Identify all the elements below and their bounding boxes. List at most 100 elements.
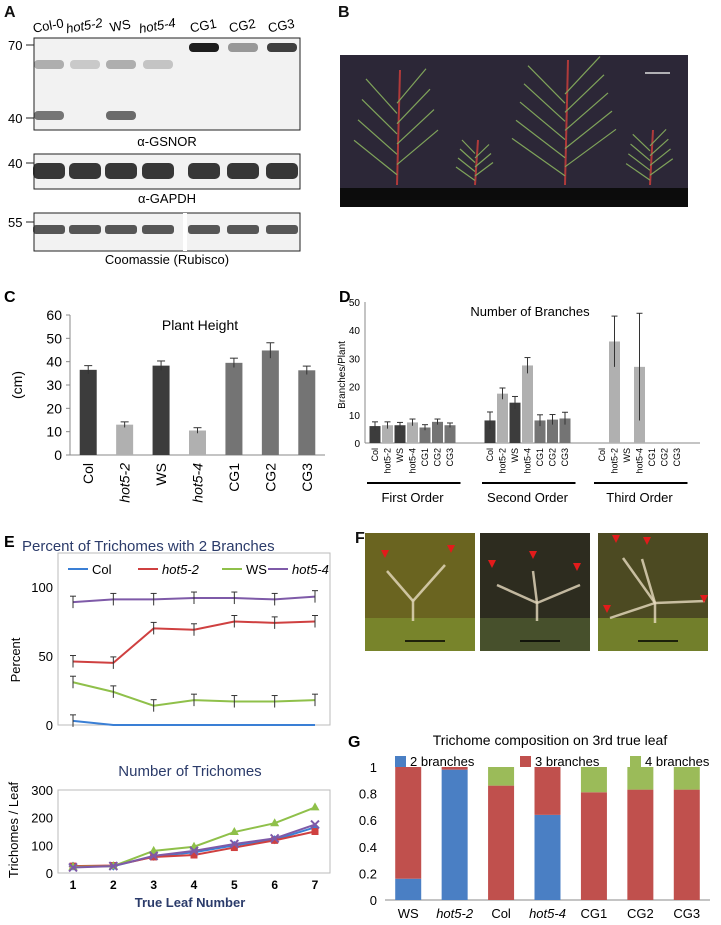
plant-stem <box>564 59 569 186</box>
bar <box>116 424 134 455</box>
x-tick-label: Col <box>485 448 495 462</box>
rubisco-band <box>188 225 220 234</box>
blot-caption: Coomassie (Rubisco) <box>105 252 229 267</box>
stacked-bar-segment <box>673 767 700 790</box>
plant-branch <box>353 139 398 176</box>
x-tick-label: CG2 <box>627 906 654 921</box>
bar <box>609 341 620 443</box>
plot-frame <box>57 789 331 874</box>
x-tick-label: CG1 <box>420 448 430 467</box>
x-tick-label: Col <box>597 448 607 462</box>
bar <box>79 369 97 455</box>
rubisco-band <box>33 225 65 234</box>
legend-label: WS <box>246 562 267 577</box>
gapdh-band <box>227 163 259 179</box>
bar <box>522 365 533 443</box>
data-point <box>149 845 159 854</box>
y-tick-label: 0 <box>46 866 53 881</box>
x-tick-label: hot5-4 <box>190 463 206 503</box>
data-point <box>148 851 159 861</box>
bar <box>559 418 571 443</box>
stacked-bar-segment <box>580 767 607 793</box>
y-tick-label: 0 <box>354 439 360 450</box>
red-arrow <box>700 595 708 603</box>
plant-branch <box>515 119 566 159</box>
plant-branch <box>396 129 439 166</box>
panel-e-letter: E <box>4 534 15 551</box>
y-tick-label: 0.8 <box>359 787 377 802</box>
bar <box>189 430 206 455</box>
plant-label: hot5-4 <box>629 209 663 223</box>
y-tick-label: 10 <box>349 411 361 422</box>
group-label: First Order <box>381 490 444 505</box>
x-tick-label: WS <box>153 463 169 486</box>
plant-branch <box>459 148 476 163</box>
x-tick-label: WS <box>398 906 419 921</box>
blot-caption: α-GAPDH <box>138 191 196 206</box>
gsnor-band <box>106 60 136 69</box>
red-arrow <box>573 563 581 571</box>
x-tick-label: hot5-4 <box>635 448 645 474</box>
trichome-branch <box>531 570 539 604</box>
x-tick-label: 4 <box>191 878 198 892</box>
red-arrow <box>447 545 455 553</box>
trichome-branch <box>386 570 414 602</box>
leaf-surface <box>365 618 475 651</box>
x-tick-label: Col <box>80 463 96 484</box>
y-tick-label: 100 <box>31 580 53 595</box>
x-tick-label: CG1 <box>226 463 242 492</box>
legend-swatch <box>395 756 406 767</box>
gsnor-band <box>143 60 173 69</box>
y-tick-label: 10 <box>46 424 62 440</box>
plant-branch <box>474 144 490 159</box>
x-tick-label: CG1 <box>535 448 545 467</box>
red-arrow <box>603 605 611 613</box>
legend-label: Col <box>92 562 112 577</box>
panel-a-letter: A <box>4 4 16 21</box>
y-tick-label: 0 <box>46 718 53 733</box>
plant-branch <box>396 88 431 125</box>
number-trichomes-chart: Number of Trichomes Trichomes / Leaf 0 100 2… <box>6 763 331 910</box>
plant-branch <box>564 92 609 131</box>
rubisco-band <box>266 225 298 234</box>
chart-title: Number of Trichomes <box>118 763 261 780</box>
x-tick-label: 5 <box>231 878 238 892</box>
y-tick-label: 30 <box>46 377 62 393</box>
group-label: Second Order <box>487 490 569 505</box>
x-tick-label: CG3 <box>560 448 570 467</box>
y-tick-label: 1 <box>370 760 377 775</box>
red-arrow <box>381 550 389 558</box>
x-tick-label: CG1 <box>647 448 657 467</box>
x-tick-label: CG3 <box>299 463 315 492</box>
leaf-surface <box>480 618 590 651</box>
x-tick-label: CG2 <box>262 463 278 492</box>
data-point <box>68 862 78 873</box>
plant-label: hot5-2 <box>463 209 497 223</box>
size-marker: 40 <box>8 111 22 126</box>
y-tick-label: 20 <box>46 400 62 416</box>
trichome-composition-chart: G Trichome composition on 3rd true leaf 0 0… <box>348 732 710 921</box>
legend-label: 3 branches <box>535 754 600 769</box>
x-tick-label: WS <box>510 448 520 463</box>
panel-c-letter: C <box>4 289 16 306</box>
plant-branch <box>564 74 605 113</box>
rubisco-band <box>227 225 259 234</box>
bar <box>152 365 170 455</box>
x-tick-label: Col <box>370 448 380 462</box>
chart-title: Trichome composition on 3rd true leaf <box>433 732 668 748</box>
plant-branch <box>396 109 435 145</box>
lane-label: Col-0 <box>32 15 65 35</box>
western-blot-panel: Col-0 hot5-2 WS hot5-4 CG1 CG2 CG3 70 40 α-GSNOR 4… <box>8 15 301 267</box>
x-tick-label: hot5-2 <box>117 463 133 503</box>
data-point <box>229 839 240 849</box>
plant-branch <box>627 153 651 171</box>
y-tick-label: 200 <box>31 811 53 826</box>
size-marker: 40 <box>8 156 22 171</box>
trichome-branch <box>496 583 538 605</box>
bar <box>497 393 508 443</box>
stacked-bar-segment <box>534 814 561 900</box>
lane-label: CG1 <box>189 16 218 35</box>
trichome-branch <box>654 599 706 605</box>
plant-label: Col-0 <box>383 209 412 223</box>
plant-branch <box>632 133 651 152</box>
